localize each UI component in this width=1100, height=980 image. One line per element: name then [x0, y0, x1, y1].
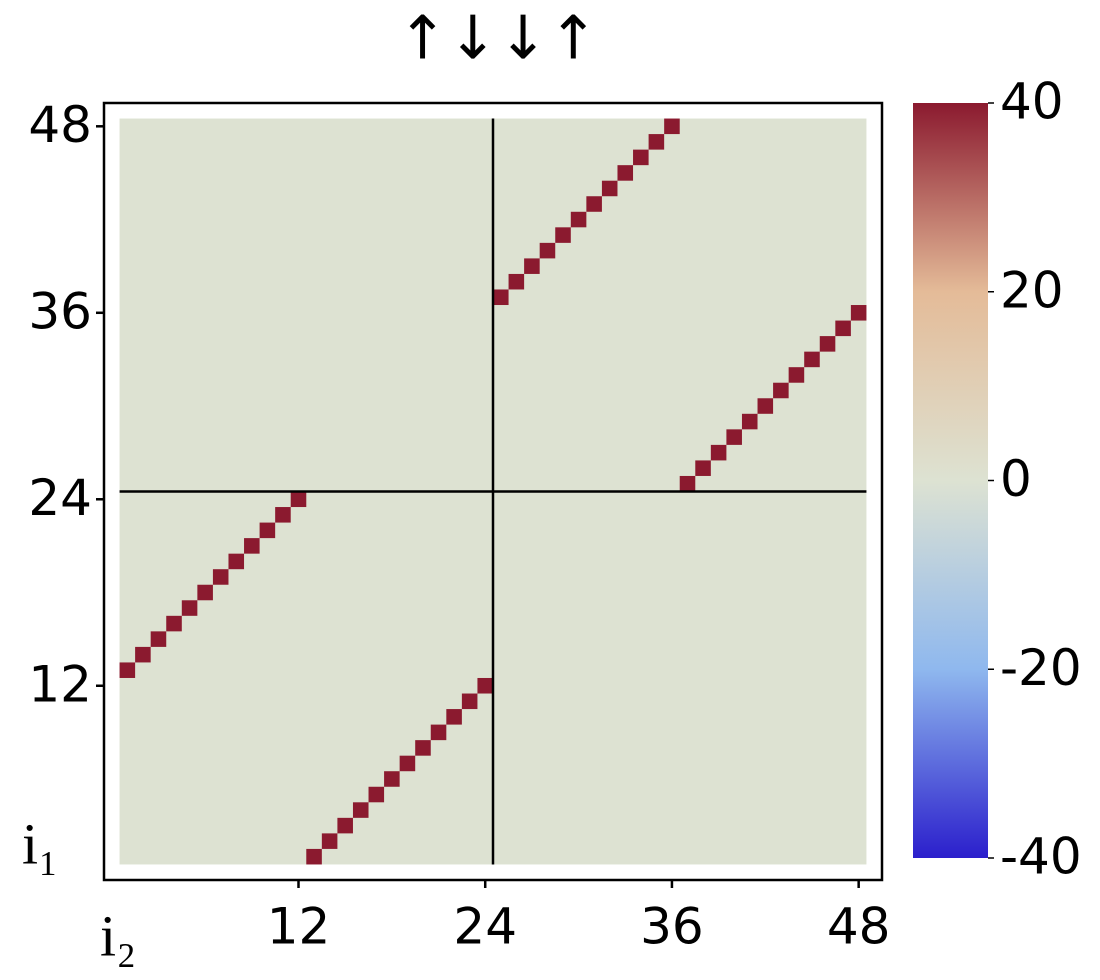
heatmap-cell [617, 165, 634, 181]
x-tick-label: 36 [640, 898, 704, 956]
heatmap-cell [773, 382, 789, 399]
chart-title: ↑↓↓↑ [397, 4, 598, 74]
x-tick-label: 48 [827, 898, 891, 956]
heatmap-cell [648, 134, 665, 150]
heatmap-cell [524, 258, 540, 274]
heatmap-cell [835, 320, 851, 337]
heatmap-cell [337, 817, 353, 834]
heatmap-cell [306, 848, 322, 865]
heatmap-cell [819, 336, 836, 352]
heatmap-cell [135, 646, 151, 663]
colorbar-tick-label: 20 [1000, 261, 1064, 319]
heatmap-cell [321, 833, 338, 849]
heatmap-cell [461, 693, 478, 710]
heatmap-cell [415, 740, 431, 756]
heatmap-cell [197, 584, 213, 601]
heatmap-cell [119, 662, 136, 678]
heatmap-cell [446, 709, 462, 725]
heatmap-cell [664, 118, 680, 135]
heatmap-cell [275, 507, 291, 523]
heatmap-cell [212, 569, 229, 585]
heatmap-cell [633, 149, 649, 166]
colorbar-tick-label: 0 [1000, 450, 1032, 508]
heatmap-cell [352, 802, 369, 818]
heatmap-cell [430, 724, 447, 741]
x-tick-label: 24 [453, 898, 517, 956]
heatmap-cell [181, 600, 198, 616]
heatmap-cell [290, 491, 307, 508]
heatmap-cell [757, 398, 774, 414]
heatmap-cell [726, 429, 742, 445]
heatmap-cell [695, 460, 711, 476]
heatmap-cell [228, 553, 245, 570]
y-tick-label: 12 [28, 655, 92, 713]
heatmap-cell [508, 273, 525, 290]
y-axis-label: i₁ [22, 811, 58, 876]
heatmap-cell [555, 227, 571, 243]
heatmap-cell [570, 211, 587, 228]
y-tick-label: 48 [28, 96, 92, 154]
colorbar-tick-label: -40 [1000, 828, 1082, 886]
x-axis-label: i₂ [100, 903, 136, 968]
heatmap-cell [477, 677, 493, 694]
heatmap-cell [493, 289, 509, 306]
x-tick-label: 12 [267, 898, 331, 956]
heatmap-cell [601, 180, 618, 197]
heatmap-cell [586, 196, 602, 212]
heatmap-cell [710, 444, 727, 461]
colorbar-tick-label: -20 [1000, 639, 1082, 697]
colorbar-tick-label: 40 [1000, 73, 1064, 131]
heatmap-cell [850, 305, 867, 321]
y-tick-label: 36 [28, 282, 92, 340]
heatmap-cell [368, 786, 385, 803]
heatmap-cell [244, 538, 260, 554]
heatmap-cell [166, 615, 182, 632]
heatmap-cell [399, 755, 416, 772]
heatmap-cell [384, 771, 400, 787]
heatmap-cell [804, 351, 820, 368]
y-tick-label: 24 [28, 469, 92, 527]
heatmap-cell [679, 475, 696, 492]
heatmap-cell [150, 631, 167, 647]
heatmap-cell [539, 242, 556, 259]
colorbar [913, 103, 988, 858]
heatmap-cell [788, 367, 805, 383]
heatmap-cell [259, 522, 276, 539]
heatmap-cell [741, 413, 758, 430]
